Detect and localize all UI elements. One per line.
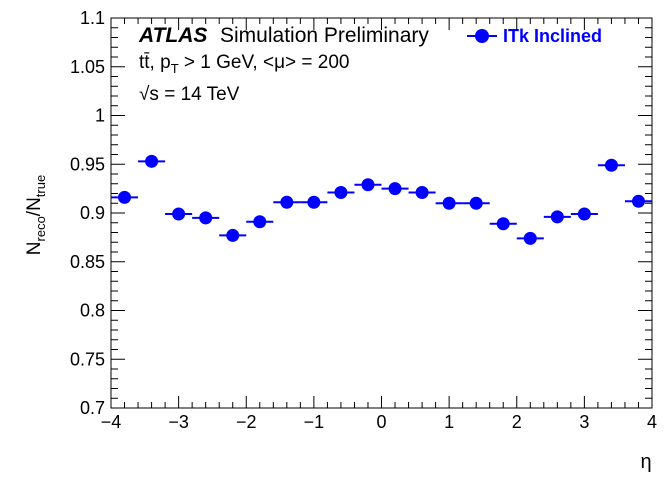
y-tick-label: 0.9: [80, 203, 105, 223]
data-point: [280, 195, 294, 209]
data-point: [415, 186, 429, 200]
y-axis-label: Nreco/Ntrue: [24, 175, 48, 255]
data-point: [307, 195, 321, 209]
x-axis-label: η: [640, 451, 651, 473]
data-point: [388, 182, 402, 196]
data-point: [199, 211, 213, 225]
x-tick-label: 3: [579, 412, 589, 432]
x-tick-label: 4: [647, 412, 657, 432]
data-point: [118, 190, 132, 204]
energy-label: √s = 14 TeV: [139, 84, 240, 105]
data-point: [523, 231, 537, 245]
data-point: [145, 154, 159, 168]
y-tick-label: 1.05: [70, 57, 105, 77]
data-point: [361, 178, 375, 192]
atlas-label: ATLAS: [138, 24, 207, 47]
legend-marker-dot: [475, 29, 489, 43]
x-tick-label: 0: [376, 412, 386, 432]
data-point: [496, 217, 510, 231]
data-point: [334, 186, 348, 200]
y-tick-label: 0.7: [80, 398, 105, 418]
data-point: [577, 207, 591, 221]
data-point: [604, 158, 618, 172]
x-tick-label: −1: [304, 412, 325, 432]
y-tick-label: 1: [95, 106, 105, 126]
x-tick-label: 1: [444, 412, 454, 432]
data-point: [631, 194, 645, 208]
y-tick-label: 0.95: [70, 154, 105, 174]
y-tick-label: 0.75: [70, 349, 105, 369]
data-point: [226, 228, 240, 242]
x-tick-label: −2: [236, 412, 257, 432]
x-tick-label: 2: [512, 412, 522, 432]
y-tick-label: 0.85: [70, 252, 105, 272]
data-point: [442, 196, 456, 210]
y-tick-label: 0.8: [80, 301, 105, 321]
process-label: tt̄, pT > 1 GeV, <μ> = 200: [139, 52, 349, 76]
simulation-label: Simulation Preliminary: [220, 24, 429, 47]
data-point: [550, 210, 564, 224]
legend-label: ITk Inclined: [503, 26, 602, 46]
x-tick-label: −3: [168, 412, 189, 432]
legend: ITk Inclined: [467, 26, 602, 46]
y-tick-label: 1.1: [80, 8, 105, 28]
data-point: [172, 207, 186, 221]
data-point: [253, 215, 267, 229]
data-point: [469, 196, 483, 210]
x-tick-label: −4: [101, 412, 122, 432]
